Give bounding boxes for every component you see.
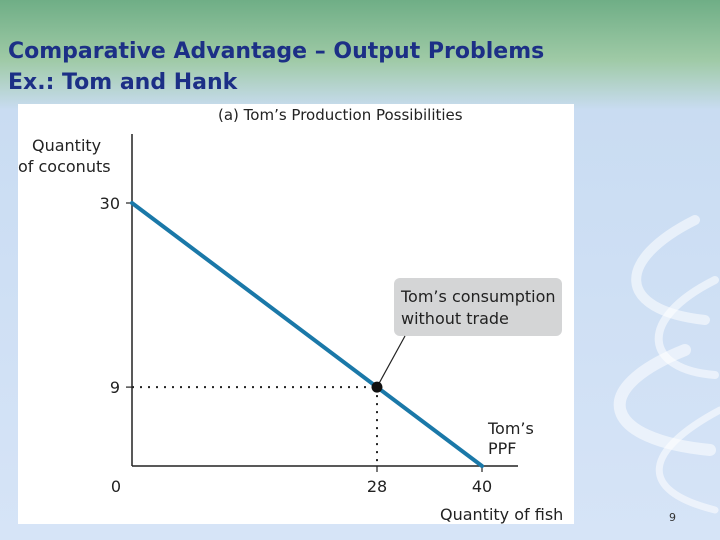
slide-title: Comparative Advantage – Output Problems … xyxy=(8,36,544,98)
x-axis-label: Quantity of fish xyxy=(440,505,563,524)
slide-title-line-1: Comparative Advantage – Output Problems xyxy=(8,39,545,64)
y-axis-label-line-2: of coconuts xyxy=(18,157,111,176)
callout-leader-line xyxy=(376,335,406,388)
ppf-chart: (a) Tom’s Production Possibilities Quant… xyxy=(18,106,563,524)
consumption-point xyxy=(371,381,383,393)
y-tick-label: 30 xyxy=(100,194,120,213)
slide-title-line-2: Ex.: Tom and Hank xyxy=(8,70,238,95)
callout-box xyxy=(394,278,562,336)
chart-title: (a) Tom’s Production Possibilities xyxy=(218,106,463,124)
y-axis-label-line-1: Quantity xyxy=(32,136,101,155)
y-tick-label: 9 xyxy=(110,378,120,397)
decorative-swirl-graphic xyxy=(613,215,720,514)
ppf-line xyxy=(130,201,484,468)
x-tick-label: 40 xyxy=(472,477,492,496)
ppf-series-label: Tom’s PPF xyxy=(487,419,534,458)
page-number: 9 xyxy=(669,511,676,524)
x-tick-label: 0 xyxy=(111,477,121,496)
x-tick-label: 28 xyxy=(367,477,387,496)
point-callout-label: Tom’s consumption without trade xyxy=(400,287,556,328)
chart-figure: (a) Tom’s Production Possibilities Quant… xyxy=(18,104,574,524)
y-axis-label: Quantity of coconuts xyxy=(18,136,111,176)
